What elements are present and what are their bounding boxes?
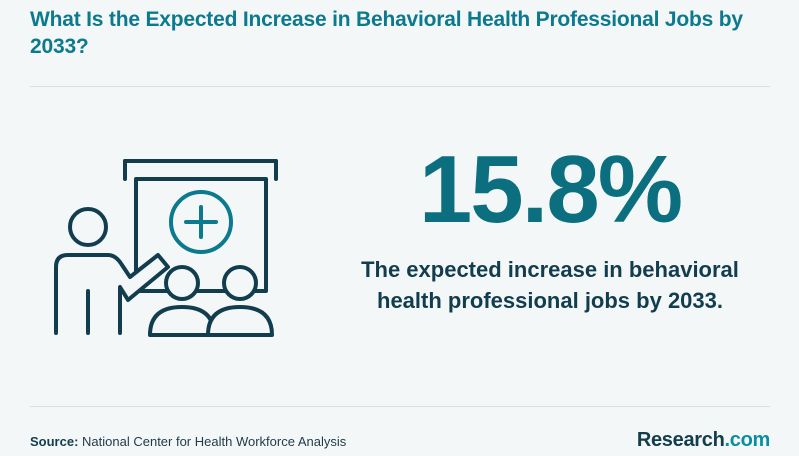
top-divider [30,86,770,87]
bottom-divider [30,406,770,407]
logo-suffix: .com [724,429,771,451]
source-text: National Center for Health Workforce Ana… [82,434,347,449]
logo-name: Research [636,429,725,451]
research-com-logo[interactable]: Research.com [637,428,770,452]
page-title: What Is the Expected Increase in Behavio… [30,8,743,58]
source-line: Source: National Center for Health Workf… [30,433,346,450]
stat-description: The expected increase in behavioral heal… [361,257,739,313]
stat-value: 15.8% [418,136,683,243]
presentation-board-with-audience-icon [54,159,278,337]
source-label: Source: [30,434,79,449]
stat-block: 15.8% The expected increase in behaviora… [355,140,745,316]
